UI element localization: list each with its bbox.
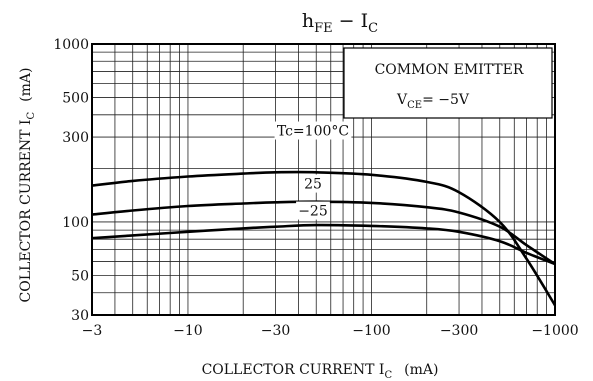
series-layer: [91, 170, 557, 306]
x-tick-label: −1000: [531, 323, 578, 339]
legend-line-1: COMMON EMITTER: [375, 62, 524, 78]
chart-title: hFE − IC: [302, 10, 378, 36]
y-axis-label: COLLECTOR CURRENT IC(mA): [18, 68, 37, 303]
series-line-tc-100c: [91, 170, 557, 306]
x-tick-label: −300: [440, 323, 478, 339]
x-tick-label: −100: [352, 323, 390, 339]
plot-area: COMMON EMITTER VCE= −5V Tc=100°C 25 −25: [91, 43, 557, 316]
label-minus-25: −25: [298, 204, 328, 220]
series-line-minus-25: [91, 223, 556, 266]
plot-frame: [91, 43, 556, 316]
y-tick-label: 300: [62, 130, 89, 146]
x-tick-label: −10: [173, 323, 203, 339]
x-axis-label: COLLECTOR CURRENT IC (mA): [202, 362, 439, 381]
y-axis-ticks: 30 50 100 300 500 1000: [53, 37, 89, 324]
x-tick-label: −3: [82, 323, 103, 339]
y-tick-label: 30: [71, 308, 89, 324]
legend-box: [343, 47, 553, 119]
series-labels: Tc=100°C 25 −25: [274, 121, 352, 220]
y-tick-label: 500: [62, 91, 89, 107]
series-line-25: [91, 200, 556, 266]
x-axis-ticks: −3 −10 −30 −100 −300 −1000: [82, 323, 579, 339]
y-tick-label: 100: [62, 215, 89, 231]
y-tick-label: 50: [71, 269, 89, 285]
label-25: 25: [304, 177, 322, 193]
label-tc-100c: Tc=100°C: [277, 124, 349, 140]
legend-line-2: VCE= −5V: [396, 92, 470, 111]
series-label-background: [300, 174, 326, 193]
y-tick-label: 1000: [53, 37, 89, 53]
series-label-background: [296, 201, 330, 220]
x-tick-label: −30: [261, 323, 291, 339]
series-label-background: [274, 121, 352, 140]
